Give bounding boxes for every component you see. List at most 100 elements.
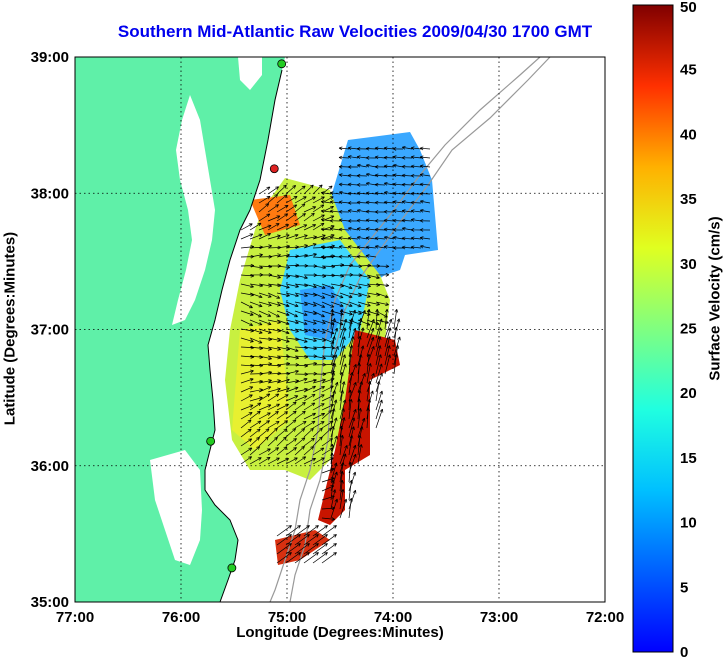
velocity-arrow xyxy=(276,328,290,335)
velocity-arrow xyxy=(419,208,431,213)
velocity-arrow xyxy=(348,398,353,420)
velocity-arrow xyxy=(357,434,362,456)
velocity-arrow xyxy=(374,173,386,178)
velocity-arrow xyxy=(347,236,359,241)
velocity-arrow xyxy=(320,218,332,222)
chesapeake-bay xyxy=(172,95,215,325)
velocity-arrow xyxy=(321,292,335,298)
velocity-arrow xyxy=(240,428,252,438)
velocity-arrow xyxy=(357,283,371,288)
velocity-arrow xyxy=(285,401,297,411)
velocity-arrow xyxy=(384,318,393,339)
velocity-arrow xyxy=(338,218,350,223)
velocity-arrow xyxy=(321,525,337,537)
velocity-arrow xyxy=(267,234,281,240)
velocity-arrow xyxy=(321,409,332,420)
velocity-arrow xyxy=(392,209,404,213)
bathymetry-contours xyxy=(269,57,551,602)
velocity-arrow xyxy=(321,552,337,564)
velocity-arrow xyxy=(347,155,359,159)
velocity-arrow xyxy=(276,378,290,384)
velocity-arrow xyxy=(392,182,404,187)
velocity-arrow xyxy=(303,543,319,555)
velocity-arrow xyxy=(276,543,292,555)
velocity-region-south xyxy=(275,530,330,565)
velocity-arrow xyxy=(303,437,315,447)
velocity-arrow xyxy=(285,355,300,360)
velocity-arrow xyxy=(312,196,325,204)
velocity-arrow xyxy=(320,255,332,259)
velocity-arrow xyxy=(401,191,413,196)
velocity-arrow xyxy=(285,310,298,318)
velocity-arrow xyxy=(267,292,281,299)
velocity-arrow xyxy=(312,378,326,384)
velocity-arrow xyxy=(366,363,372,384)
velocity-arrow xyxy=(294,543,310,555)
velocity-arrow xyxy=(410,200,422,205)
velocity-arrow xyxy=(303,184,314,195)
velocity-arrow xyxy=(338,200,350,205)
velocity-arrow xyxy=(276,552,292,564)
velocity-arrow xyxy=(285,346,299,352)
velocity-arrow xyxy=(366,301,380,306)
velocity-arrow xyxy=(258,213,271,222)
velocity-arrow xyxy=(401,245,413,250)
velocity-arrow xyxy=(321,543,337,555)
velocity-arrow xyxy=(294,292,308,298)
velocity-arrow xyxy=(357,318,363,339)
velocity-arrow xyxy=(401,182,413,187)
velocity-arrow xyxy=(347,182,359,187)
velocity-arrow xyxy=(392,246,404,250)
velocity-arrow xyxy=(410,191,422,196)
contour-slope xyxy=(289,57,551,602)
velocity-arrow xyxy=(249,396,263,402)
velocity-region-jet xyxy=(318,330,400,525)
velocity-arrow xyxy=(410,209,422,213)
velocity-arrow xyxy=(240,223,253,231)
velocity-arrow xyxy=(330,479,335,501)
velocity-arrow xyxy=(240,386,254,393)
velocity-arrow xyxy=(258,233,272,240)
velocity-arrow xyxy=(383,235,395,240)
velocity-arrow xyxy=(410,155,422,160)
velocity-arrow xyxy=(366,381,372,402)
velocity-arrow xyxy=(294,387,308,393)
velocity-arrow xyxy=(303,458,316,465)
velocity-arrow xyxy=(303,525,319,537)
velocity-arrow xyxy=(356,218,368,223)
velocity-arrow xyxy=(267,436,278,447)
velocity-arrow xyxy=(285,233,299,240)
velocity-arrow xyxy=(392,173,404,178)
velocity-arrow xyxy=(339,479,344,501)
velocity-arrow xyxy=(249,253,263,258)
velocity-arrow xyxy=(401,145,413,150)
velocity-arrow xyxy=(267,393,280,402)
velocity-arrow xyxy=(356,227,368,231)
velocity-arrow xyxy=(312,310,325,318)
velocity-arrow xyxy=(392,155,404,159)
velocity-arrow xyxy=(249,428,261,438)
velocity-arrow xyxy=(365,227,377,231)
velocity-arrow xyxy=(276,204,289,213)
colorbar-tick-label: 5 xyxy=(680,579,688,596)
velocity-arrow xyxy=(294,552,310,564)
velocity-arrow xyxy=(321,283,335,290)
velocity-arrow xyxy=(383,245,395,249)
velocity-arrow xyxy=(374,227,386,232)
velocity-arrow xyxy=(383,200,395,205)
velocity-arrow xyxy=(303,243,317,249)
velocity-arrow xyxy=(356,183,368,187)
velocity-arrow xyxy=(312,534,328,546)
velocity-arrow xyxy=(365,245,377,250)
velocity-arrow xyxy=(258,310,272,317)
velocity-arrow xyxy=(285,283,299,288)
velocity-arrow xyxy=(320,209,332,214)
velocity-arrow xyxy=(249,328,263,334)
velocity-arrow xyxy=(348,372,354,393)
velocity-arrow xyxy=(365,209,377,214)
velocity-arrow xyxy=(357,362,362,384)
velocity-arrow xyxy=(339,345,346,366)
velocity-arrow xyxy=(258,379,272,384)
velocity-arrow xyxy=(249,222,262,231)
